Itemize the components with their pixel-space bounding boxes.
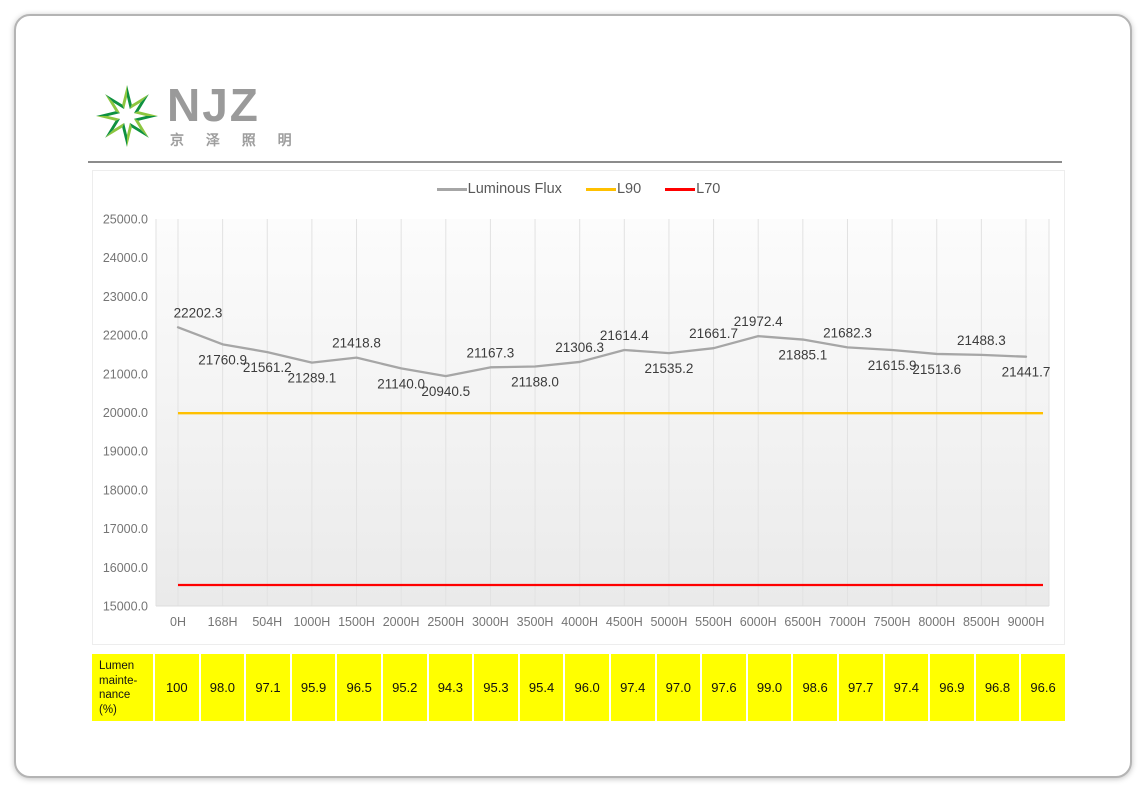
svg-text:21615.9: 21615.9 bbox=[868, 358, 917, 373]
header-divider bbox=[88, 161, 1062, 163]
chart-legend: Luminous Flux L90 L70 bbox=[93, 181, 1064, 197]
legend-label: L90 bbox=[616, 181, 642, 197]
brand-name: NJZ bbox=[167, 79, 260, 131]
lumen-maintenance-table: Lumen mainte- nance (%) 100 98.0 97.1 95.9 9… bbox=[92, 654, 1065, 721]
legend-label: Luminous Flux bbox=[467, 181, 562, 197]
svg-text:5500H: 5500H bbox=[695, 615, 732, 629]
svg-text:3000H: 3000H bbox=[472, 615, 509, 629]
svg-text:9000H: 9000H bbox=[1008, 615, 1045, 629]
svg-text:19000.0: 19000.0 bbox=[103, 445, 148, 459]
lumen-value-cell: 95.2 bbox=[382, 654, 427, 721]
lumen-value-cell: 97.1 bbox=[246, 654, 290, 721]
svg-text:21000.0: 21000.0 bbox=[103, 367, 148, 381]
legend-label: L70 bbox=[696, 181, 721, 197]
lumen-value-cell: 96.6 bbox=[1021, 654, 1065, 721]
svg-text:21682.3: 21682.3 bbox=[823, 325, 872, 340]
svg-text:1000H: 1000H bbox=[293, 615, 330, 629]
brand-subtitle: 京 泽 照 明 bbox=[170, 132, 301, 148]
legend-item-l90: L90 bbox=[585, 181, 642, 197]
svg-text:17000.0: 17000.0 bbox=[103, 522, 148, 536]
logo: NJZ 京 泽 照 明 bbox=[95, 79, 395, 156]
svg-text:6500H: 6500H bbox=[784, 615, 821, 629]
svg-text:21513.6: 21513.6 bbox=[912, 362, 961, 377]
svg-text:21289.1: 21289.1 bbox=[287, 371, 336, 386]
svg-text:4000H: 4000H bbox=[561, 615, 598, 629]
svg-text:21661.7: 21661.7 bbox=[689, 326, 738, 341]
svg-text:21188.0: 21188.0 bbox=[511, 375, 559, 390]
svg-text:21972.4: 21972.4 bbox=[734, 314, 783, 329]
svg-text:1500H: 1500H bbox=[338, 615, 375, 629]
svg-text:21306.3: 21306.3 bbox=[555, 340, 604, 355]
legend-item-luminous-flux: Luminous Flux bbox=[436, 181, 562, 197]
lumen-value-cell: 96.9 bbox=[930, 654, 974, 721]
svg-text:7500H: 7500H bbox=[874, 615, 911, 629]
svg-text:8000H: 8000H bbox=[918, 615, 955, 629]
lumen-chart-svg: 25000.0 24000.0 23000.0 22000.0 21000.0 20000… bbox=[103, 213, 1051, 630]
lumen-value-cell: 96.8 bbox=[975, 654, 1020, 721]
lumen-value-cell: 95.9 bbox=[291, 654, 336, 721]
svg-text:18000.0: 18000.0 bbox=[103, 483, 148, 497]
lumen-value-cell: 97.4 bbox=[884, 654, 929, 721]
lumen-value-cell: 96.0 bbox=[565, 654, 609, 721]
svg-text:22202.3: 22202.3 bbox=[174, 305, 223, 320]
star-logo-icon bbox=[96, 85, 158, 147]
svg-text:24000.0: 24000.0 bbox=[103, 251, 148, 265]
svg-text:8500H: 8500H bbox=[963, 615, 1000, 629]
lumen-value-cell: 95.4 bbox=[519, 654, 564, 721]
svg-text:7000H: 7000H bbox=[829, 615, 866, 629]
lumen-value-cell: 97.4 bbox=[610, 654, 655, 721]
lumen-value-cell: 98.0 bbox=[200, 654, 245, 721]
svg-text:504H: 504H bbox=[252, 615, 282, 629]
svg-text:25000.0: 25000.0 bbox=[103, 213, 148, 227]
l90-line-swatch bbox=[585, 187, 616, 191]
lumen-value-cell: 94.3 bbox=[428, 654, 473, 721]
svg-text:15000.0: 15000.0 bbox=[103, 600, 148, 614]
svg-text:23000.0: 23000.0 bbox=[103, 290, 148, 304]
svg-text:3500H: 3500H bbox=[517, 615, 554, 629]
svg-text:21614.4: 21614.4 bbox=[600, 328, 649, 343]
svg-text:0H: 0H bbox=[170, 615, 186, 629]
svg-text:4500H: 4500H bbox=[606, 615, 643, 629]
lumen-value-cell: 99.0 bbox=[747, 654, 792, 721]
luminous-flux-line-swatch bbox=[436, 187, 467, 191]
svg-text:21885.1: 21885.1 bbox=[778, 348, 827, 363]
lumen-table-row-label: Lumen mainte- nance (%) bbox=[92, 654, 153, 721]
row-label-line: nance bbox=[99, 689, 131, 702]
svg-text:16000.0: 16000.0 bbox=[103, 561, 148, 575]
svg-text:21418.8: 21418.8 bbox=[332, 336, 381, 351]
lumen-value-cell: 100 bbox=[155, 654, 199, 721]
svg-text:21488.3: 21488.3 bbox=[957, 333, 1006, 348]
svg-text:21535.2: 21535.2 bbox=[645, 361, 694, 376]
svg-text:2500H: 2500H bbox=[427, 615, 464, 629]
svg-text:22000.0: 22000.0 bbox=[103, 329, 148, 343]
svg-text:20940.5: 20940.5 bbox=[421, 384, 470, 399]
row-label-line: mainte- bbox=[99, 674, 138, 687]
svg-text:20000.0: 20000.0 bbox=[103, 406, 148, 420]
lumen-value-cell: 98.6 bbox=[793, 654, 837, 721]
row-label-line: Lumen bbox=[99, 660, 135, 672]
svg-text:168H: 168H bbox=[208, 615, 238, 629]
row-label-line: (%) bbox=[99, 704, 117, 717]
lumen-value-cell: 97.0 bbox=[656, 654, 701, 721]
svg-text:2000H: 2000H bbox=[383, 615, 420, 629]
lumen-value-cell: 97.7 bbox=[838, 654, 883, 721]
svg-text:21760.9: 21760.9 bbox=[198, 352, 247, 367]
svg-text:21167.3: 21167.3 bbox=[467, 345, 515, 360]
svg-text:6000H: 6000H bbox=[740, 615, 777, 629]
lumen-value-cell: 97.6 bbox=[702, 654, 746, 721]
svg-text:21441.7: 21441.7 bbox=[1002, 365, 1051, 380]
lumen-value-cell: 95.3 bbox=[474, 654, 518, 721]
svg-text:5000H: 5000H bbox=[651, 615, 688, 629]
svg-text:21140.0: 21140.0 bbox=[377, 376, 425, 391]
legend-item-l70: L70 bbox=[665, 181, 720, 197]
lumen-maintenance-chart: 25000.0 24000.0 23000.0 22000.0 21000.0 20000… bbox=[92, 170, 1065, 645]
lumen-value-cell: 96.5 bbox=[337, 654, 381, 721]
svg-text:21561.2: 21561.2 bbox=[243, 360, 292, 375]
l70-line-swatch bbox=[665, 187, 696, 191]
